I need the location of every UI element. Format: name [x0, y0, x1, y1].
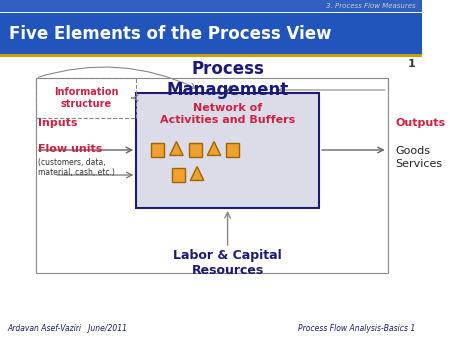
Text: (customers, data,
material, cash, etc.): (customers, data, material, cash, etc.) [37, 158, 114, 177]
Bar [36, 78, 136, 118]
Text: Ardavan Asef-Vaziri   June/2011: Ardavan Asef-Vaziri June/2011 [8, 324, 127, 333]
Text: Goods
Services: Goods Services [395, 146, 442, 169]
Polygon shape [190, 167, 204, 180]
Text: Outputs: Outputs [395, 118, 445, 128]
Text: Process
Management: Process Management [166, 60, 289, 99]
Bar [136, 93, 319, 208]
Bar [172, 168, 185, 182]
Bar [151, 143, 164, 157]
Text: Five Elements of the Process View: Five Elements of the Process View [9, 25, 332, 43]
Bar [0, 0, 423, 12]
Text: 3. Process Flow Measures: 3. Process Flow Measures [326, 3, 416, 9]
Text: Information
structure: Information structure [54, 87, 118, 109]
Text: 1: 1 [408, 59, 416, 69]
Bar [189, 143, 202, 157]
Text: Network of
Activities and Buffers: Network of Activities and Buffers [160, 103, 295, 125]
Bar [36, 78, 387, 273]
Bar [0, 13, 423, 55]
Text: Process Flow Analysis-Basics 1: Process Flow Analysis-Basics 1 [297, 324, 415, 333]
Bar [226, 143, 239, 157]
Polygon shape [207, 142, 220, 155]
Text: Labor & Capital
Resources: Labor & Capital Resources [173, 248, 282, 277]
Polygon shape [170, 142, 183, 155]
Text: Inputs: Inputs [37, 118, 77, 128]
Text: Flow units: Flow units [37, 144, 102, 154]
Bar [0, 54, 423, 57]
